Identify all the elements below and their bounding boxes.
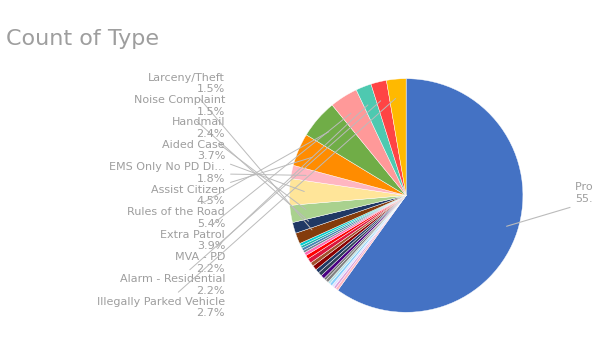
Wedge shape	[338, 79, 523, 312]
Wedge shape	[290, 195, 406, 223]
Wedge shape	[330, 195, 406, 286]
Text: MVA - PD
2.2%: MVA - PD 2.2%	[175, 105, 368, 274]
Wedge shape	[387, 79, 406, 195]
Text: Rules of the Road
5.4%: Rules of the Road 5.4%	[127, 132, 329, 229]
Wedge shape	[301, 195, 406, 248]
Wedge shape	[289, 178, 406, 205]
Wedge shape	[356, 84, 406, 195]
Wedge shape	[308, 195, 406, 263]
Text: Extra Patrol
3.9%: Extra Patrol 3.9%	[160, 113, 351, 251]
Wedge shape	[306, 195, 406, 259]
Text: EMS Only No PD Di...
1.8%: EMS Only No PD Di... 1.8%	[109, 162, 306, 184]
Text: Handmail
2.4%: Handmail 2.4%	[171, 117, 306, 210]
Wedge shape	[302, 195, 406, 251]
Wedge shape	[304, 195, 406, 256]
Text: Count of Type: Count of Type	[6, 29, 159, 49]
Wedge shape	[318, 195, 406, 275]
Wedge shape	[324, 195, 406, 280]
Wedge shape	[321, 195, 406, 278]
Text: Noise Complaint
1.5%: Noise Complaint 1.5%	[133, 95, 309, 221]
Wedge shape	[295, 195, 406, 244]
Wedge shape	[292, 195, 406, 233]
Text: Aided Case
3.7%: Aided Case 3.7%	[162, 140, 304, 191]
Wedge shape	[328, 195, 406, 284]
Text: Larceny/Theft
1.5%: Larceny/Theft 1.5%	[148, 72, 312, 230]
Wedge shape	[332, 195, 406, 287]
Wedge shape	[332, 90, 406, 195]
Text: Assist Citizen
4.5%: Assist Citizen 4.5%	[151, 157, 312, 206]
Wedge shape	[294, 135, 406, 195]
Wedge shape	[326, 195, 406, 282]
Wedge shape	[334, 195, 406, 289]
Text: Alarm - Residential
2.2%: Alarm - Residential 2.2%	[120, 101, 381, 296]
Wedge shape	[307, 105, 406, 195]
Wedge shape	[313, 195, 406, 270]
Wedge shape	[316, 195, 406, 273]
Wedge shape	[303, 195, 406, 253]
Text: Illegally Parked Vehicle
2.7%: Illegally Parked Vehicle 2.7%	[97, 98, 396, 319]
Wedge shape	[311, 195, 406, 266]
Text: Property Check
55.5%: Property Check 55.5%	[506, 182, 593, 226]
Wedge shape	[371, 80, 406, 195]
Wedge shape	[291, 165, 406, 195]
Wedge shape	[299, 195, 406, 246]
Wedge shape	[336, 195, 406, 290]
